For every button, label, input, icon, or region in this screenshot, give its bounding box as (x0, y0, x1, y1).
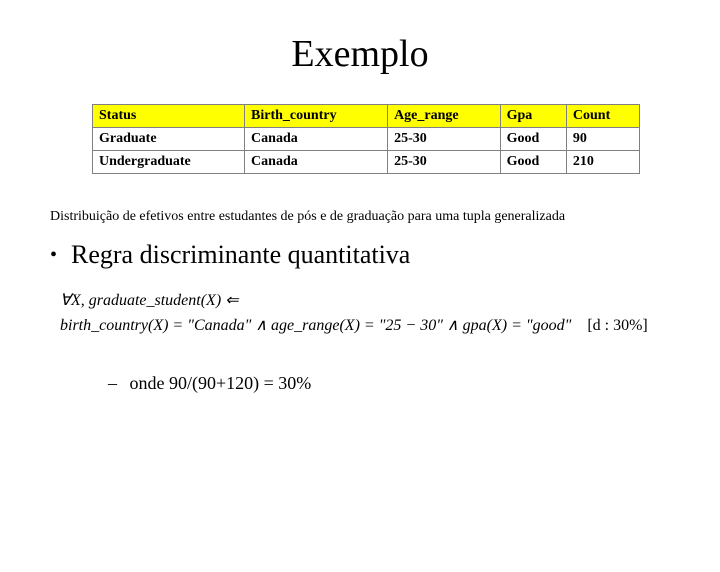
cell: 210 (566, 151, 639, 174)
formula-line-2-wrap: birth_country(X) = "Canada" ∧ age_range(… (60, 313, 680, 339)
cell: Canada (245, 128, 388, 151)
col-count: Count (566, 105, 639, 128)
cell: Canada (245, 151, 388, 174)
bullet-icon: • (50, 245, 57, 265)
cell: 25-30 (388, 151, 501, 174)
col-gpa: Gpa (500, 105, 566, 128)
col-age-range: Age_range (388, 105, 501, 128)
col-birth-country: Birth_country (245, 105, 388, 128)
cell: Graduate (93, 128, 245, 151)
table-caption: Distribuição de efetivos entre estudante… (50, 208, 670, 226)
main-bullet: • Regra discriminante quantitativa (50, 240, 720, 270)
sub-bullet: – onde 90/(90+120) = 30% (108, 373, 720, 394)
col-status: Status (93, 105, 245, 128)
cell: Good (500, 128, 566, 151)
cell: Good (500, 151, 566, 174)
formula-dweight: [d : 30%] (587, 317, 647, 334)
formula-line-1: ∀X, graduate_student(X) ⇐ (60, 288, 680, 314)
formula-line-2: birth_country(X) = "Canada" ∧ age_range(… (60, 317, 571, 334)
cell: Undergraduate (93, 151, 245, 174)
table-header-row: Status Birth_country Age_range Gpa Count (93, 105, 640, 128)
dash-icon: – (108, 373, 117, 393)
cell: 25-30 (388, 128, 501, 151)
bullet-text: Regra discriminante quantitativa (71, 240, 410, 270)
data-table: Status Birth_country Age_range Gpa Count… (92, 104, 640, 174)
cell: 90 (566, 128, 639, 151)
slide-title: Exemplo (0, 32, 720, 76)
table-row: Undergraduate Canada 25-30 Good 210 (93, 151, 640, 174)
data-table-container: Status Birth_country Age_range Gpa Count… (92, 104, 640, 174)
sub-bullet-text: onde 90/(90+120) = 30% (130, 373, 312, 393)
table-row: Graduate Canada 25-30 Good 90 (93, 128, 640, 151)
formula-block: ∀X, graduate_student(X) ⇐ birth_country(… (60, 288, 680, 339)
